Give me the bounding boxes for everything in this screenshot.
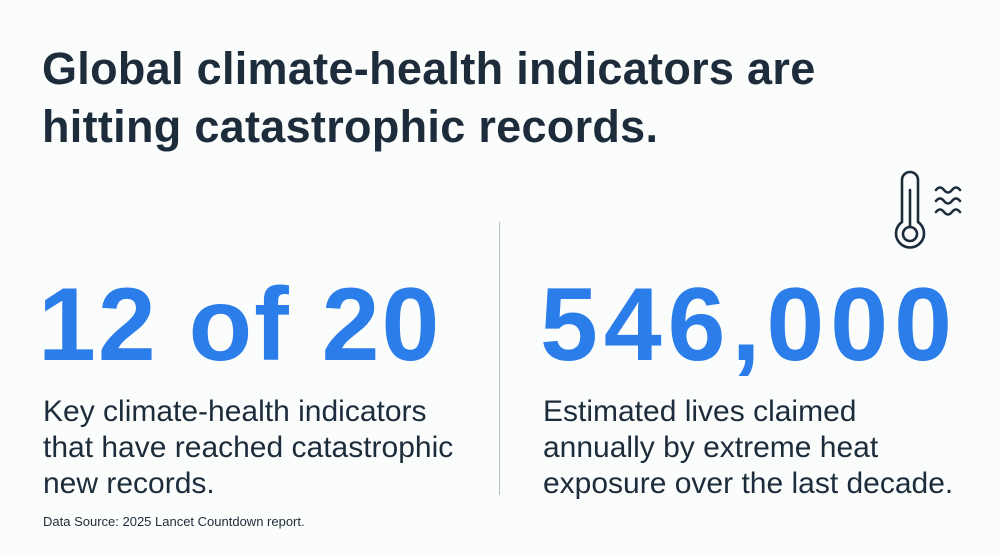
thermometer-heat-waves-icon [894,170,962,249]
column-divider [499,222,500,495]
stat-indicators-description: Key climate-health indicators that have … [43,395,454,500]
data-source-note: Data Source: 2025 Lancet Countdown repor… [43,514,305,529]
stat-heat-deaths-description: Estimated lives claimed annually by extr… [543,395,954,500]
stat-heat-deaths-value: 546,000 [540,267,958,383]
headline: Global climate-health indicators are hit… [42,43,816,152]
stat-indicators-value: 12 of 20 [38,267,442,383]
